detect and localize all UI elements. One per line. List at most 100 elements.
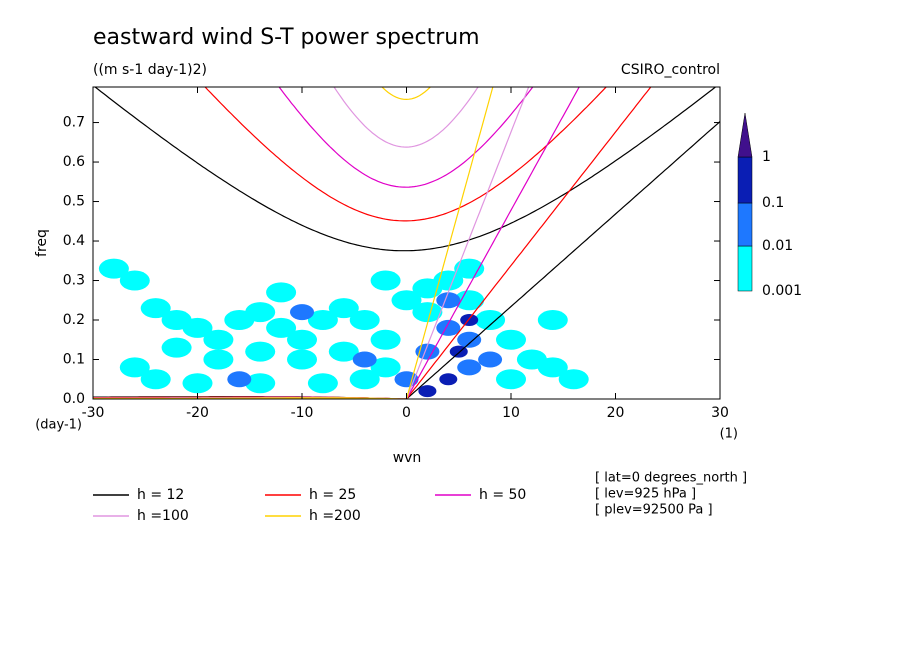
power-cell <box>460 314 479 327</box>
x-tick-label: -10 <box>291 405 314 421</box>
power-cell <box>328 298 359 319</box>
ig-wave-curve <box>333 87 479 148</box>
y-tick-label: 0.7 <box>63 115 85 131</box>
ig-wave-curve <box>204 87 607 222</box>
power-cell <box>370 329 401 350</box>
kelvin-wave-curve <box>406 87 652 399</box>
x-tick-label: 20 <box>607 405 625 421</box>
power-cell <box>245 302 276 323</box>
ig-wave-curve <box>94 87 717 252</box>
colorbar-segment <box>737 245 753 292</box>
er-wave-curve <box>93 397 407 399</box>
power-cell <box>245 341 276 362</box>
power-cell <box>439 373 458 386</box>
legend-label: h = 25 <box>309 487 356 503</box>
y-tick-label: 0.6 <box>63 154 85 170</box>
model-label: CSIRO_control <box>621 62 720 78</box>
y-tick-label: 0.2 <box>63 312 85 328</box>
power-cell <box>454 258 485 279</box>
power-cell <box>370 270 401 291</box>
power-cell <box>457 331 482 348</box>
power-cell <box>266 317 297 338</box>
y-tick-label: 0.1 <box>63 352 85 368</box>
power-cell <box>454 290 485 311</box>
kelvin-wave-curve <box>406 121 720 399</box>
colorbar-extension <box>737 112 753 158</box>
x-tick-label: 0 <box>402 405 411 421</box>
power-cell <box>98 258 129 279</box>
power-cell <box>537 310 568 331</box>
power-cell <box>457 359 482 376</box>
power-cell <box>349 369 380 390</box>
power-cell <box>478 351 503 368</box>
y-unit: (day-1) <box>35 418 82 433</box>
x-tick-label: -20 <box>186 405 209 421</box>
y-axis-label: freq <box>34 229 50 257</box>
power-cell <box>140 369 171 390</box>
x-tick-label: 10 <box>502 405 520 421</box>
power-cell <box>266 282 297 303</box>
power-cell <box>203 349 234 370</box>
power-cell <box>328 341 359 362</box>
power-cell <box>307 310 338 331</box>
x-unit: (1) <box>720 427 738 442</box>
y-tick-label: 0.5 <box>63 194 85 210</box>
power-cell <box>412 302 443 323</box>
legend-label: h = 12 <box>137 487 184 503</box>
power-cell <box>203 329 234 350</box>
legend-label: h =200 <box>309 508 361 524</box>
colorbar-label: 0.001 <box>762 283 802 299</box>
note: [ lat=0 degrees_north ] <box>595 471 747 486</box>
power-cell <box>415 343 440 360</box>
power-cell <box>436 319 461 336</box>
power-cell <box>349 310 380 331</box>
power-cell <box>496 329 526 350</box>
chart-title: eastward wind S-T power spectrum <box>93 25 480 50</box>
x-tick-label: -30 <box>82 405 105 421</box>
power-cell <box>558 369 589 390</box>
y-tick-label: 0.0 <box>63 391 85 407</box>
dispersion-curves <box>93 87 720 399</box>
power-cell <box>418 385 437 398</box>
power-field <box>98 258 589 398</box>
colorbar-label: 0.1 <box>762 195 784 211</box>
power-cell <box>227 371 252 388</box>
x-tick-label: 30 <box>711 405 729 421</box>
power-cell <box>537 357 568 378</box>
power-cell <box>352 351 377 368</box>
ig-wave-curve <box>278 87 534 188</box>
kelvin-wave-curve <box>405 87 494 399</box>
power-cell <box>182 373 213 394</box>
y-tick-label: 0.3 <box>63 273 85 289</box>
chart-subtitle: ((m s-1 day-1)2) <box>93 62 207 78</box>
note: [ plev=92500 Pa ] <box>595 503 713 518</box>
power-cell <box>182 317 213 338</box>
power-cell <box>140 298 171 319</box>
power-cell <box>119 270 150 291</box>
note: [ lev=925 hPa ] <box>595 487 696 502</box>
colorbar-segment <box>737 202 753 247</box>
colorbar-segment <box>737 156 753 204</box>
ig-wave-curve <box>381 87 432 101</box>
power-cell <box>436 292 461 309</box>
legend-label: h =100 <box>137 508 189 524</box>
power-cell <box>290 304 314 321</box>
x-axis-label: wvn <box>393 450 422 466</box>
colorbar-label: 1 <box>762 149 771 165</box>
power-cell <box>287 349 317 370</box>
legend-label: h = 50 <box>479 487 526 503</box>
power-cell <box>119 357 150 378</box>
power-cell <box>370 357 401 378</box>
kelvin-wave-curve <box>405 87 530 399</box>
power-cell <box>161 337 192 358</box>
colorbar-label: 0.01 <box>762 238 793 254</box>
power-cell <box>391 290 422 311</box>
power-cell <box>307 373 338 394</box>
power-cell <box>287 329 317 350</box>
y-tick-label: 0.4 <box>63 233 85 249</box>
power-cell <box>496 369 526 390</box>
power-cell <box>475 310 506 331</box>
kelvin-wave-curve <box>405 87 580 399</box>
power-cell <box>245 373 276 394</box>
